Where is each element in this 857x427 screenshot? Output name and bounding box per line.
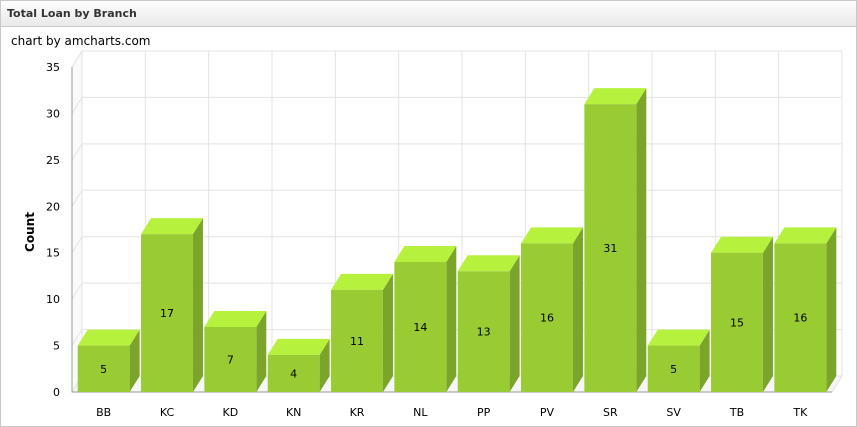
bar-top [584,88,647,105]
bar-top [774,227,837,244]
y-tick-label: 30 [46,107,60,120]
bar-value-label: 11 [350,335,364,348]
bar-value-label: 16 [793,312,807,325]
bar-top [521,227,583,244]
bar-top [457,255,520,272]
bar-side [636,88,647,393]
bar-top [267,338,330,355]
bar-side [446,246,457,392]
grid-diagonal [71,50,83,68]
bar-side [762,236,773,392]
bar [584,104,637,393]
bar-top [711,236,773,253]
bar [394,262,447,392]
bar-value-label: 4 [290,367,297,380]
x-tick-label: TB [729,406,744,419]
y-tick-label: 25 [46,154,60,167]
x-tick-label: BB [96,406,111,419]
bar [647,345,700,392]
bar-top [77,329,140,346]
bar-side [192,218,203,392]
bar-value-label: 5 [670,363,677,376]
bar-top [204,311,267,327]
y-tick-label: 10 [46,293,60,306]
left-wall [71,49,83,394]
y-tick-label: 5 [53,340,60,353]
bar [77,345,130,392]
x-tick-label: SV [666,406,681,419]
bar-value-label: 14 [413,321,427,334]
panel-header: Total Loan by Branch [1,1,856,27]
grid-diagonal [71,236,83,253]
bar [141,234,193,392]
grid-diagonal [71,282,83,300]
x-tick-label: NL [413,406,428,419]
bar-side [382,273,393,392]
grid-diagonal [71,190,83,207]
bar-side [129,329,140,392]
bar-value-label: 17 [160,307,174,320]
bar-top [141,218,203,235]
bar-value-label: 15 [730,316,744,329]
bar-side [319,338,330,392]
y-tick-label: 20 [46,200,60,213]
bar-value-label: 16 [540,312,554,325]
x-tick-label: KD [222,406,238,419]
bar-side [256,311,267,392]
y-tick-label: 0 [53,386,60,399]
x-tick-label: SR [603,406,618,419]
bar-side [699,329,710,392]
y-tick-label: 35 [46,61,60,74]
y-axis-title: Count [23,212,37,252]
chart-credit-link[interactable]: chart by amcharts.com [11,34,151,48]
x-tick-label: PP [477,406,491,419]
bar-value-label: 5 [100,363,107,376]
bar-top [647,329,710,346]
grid-diagonal [71,329,83,346]
grid-diagonal [71,143,83,161]
x-tick-label: TK [792,406,808,419]
bar-value-label: 13 [477,326,491,339]
y-tick-label: 15 [46,247,60,260]
bar-side [572,227,583,392]
bar [521,243,573,392]
panel-title: Total Loan by Branch [7,7,137,20]
x-tick-label: KC [160,406,175,419]
bar-top [394,246,457,262]
bar-value-label: 7 [227,354,234,367]
bar [331,289,383,392]
bar [774,243,827,392]
bar-side [826,227,837,392]
bar [204,327,257,392]
x-tick-label: PV [540,406,555,419]
grid-diagonal [71,97,83,114]
bar-side [509,255,520,392]
x-tick-label: KR [350,406,365,419]
bar [711,252,763,392]
bar [267,354,320,392]
bar [457,271,510,392]
bar-top [331,273,393,290]
bar-value-label: 31 [603,242,617,255]
x-tick-label: KN [286,406,301,419]
